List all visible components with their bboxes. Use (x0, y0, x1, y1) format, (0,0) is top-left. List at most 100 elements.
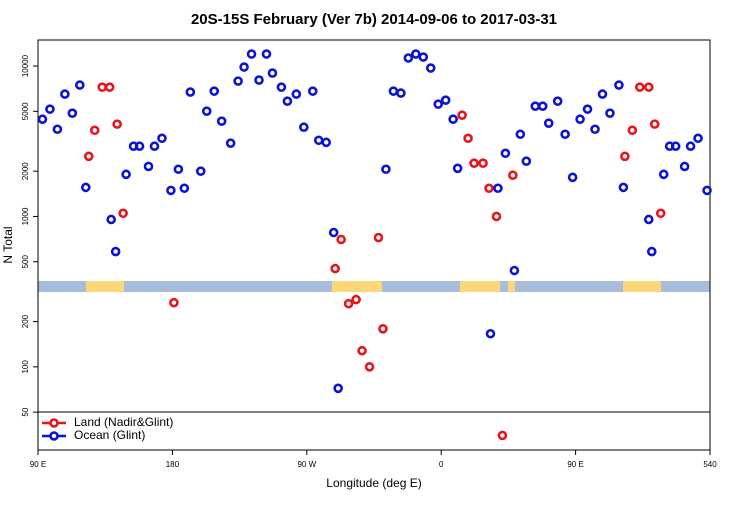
point (614, 80, 624, 90)
point (333, 383, 343, 394)
point (452, 163, 463, 174)
point (509, 265, 520, 276)
point (649, 119, 660, 129)
point (307, 86, 318, 96)
point (457, 110, 467, 121)
point (655, 208, 666, 219)
point (537, 101, 548, 111)
point (440, 95, 451, 105)
point (485, 328, 496, 339)
y-tick-label: 10000 (21, 54, 30, 77)
point (364, 362, 375, 372)
point (463, 133, 473, 144)
point (491, 211, 502, 222)
point (635, 82, 645, 92)
point (679, 161, 690, 172)
point (75, 80, 85, 90)
point (195, 166, 206, 176)
point (134, 141, 145, 152)
land-strip (38, 281, 710, 292)
point (52, 124, 63, 135)
x-tick-label: 180 (166, 460, 180, 469)
point (185, 87, 196, 97)
y-tick-label: 2000 (21, 162, 30, 180)
point (67, 108, 78, 118)
y-tick-label: 50 (21, 407, 30, 416)
point (157, 133, 167, 144)
point (484, 183, 494, 194)
point (45, 104, 55, 114)
point (658, 169, 669, 180)
point (80, 182, 91, 193)
y-tick-label: 200 (21, 314, 30, 328)
point (254, 75, 264, 85)
x-tick-label: 0 (439, 460, 444, 469)
point (575, 114, 585, 125)
x-tick-label: 90 E (567, 460, 583, 469)
point (497, 430, 508, 441)
point (357, 345, 367, 356)
point (261, 49, 272, 59)
point (106, 214, 116, 225)
land-patch (460, 281, 500, 292)
point (582, 104, 593, 114)
point (403, 53, 414, 63)
point (173, 164, 184, 175)
point (89, 125, 100, 136)
y-tick-label: 1000 (21, 207, 30, 225)
plot-frame (37, 39, 711, 451)
point (552, 96, 563, 106)
point (104, 82, 115, 92)
point (515, 129, 526, 140)
point (166, 185, 176, 196)
legend-label: Ocean (Glint) (74, 428, 145, 442)
chart-title: 20S-15S February (Ver 7b) 2014-09-06 to … (191, 11, 557, 28)
point (143, 161, 154, 172)
point (605, 108, 615, 118)
y-tick-label: 100 (21, 360, 30, 374)
legend-label: Land (Nadir&Glint) (74, 415, 173, 429)
point (330, 263, 340, 274)
point (83, 151, 94, 162)
land-patch (623, 281, 661, 292)
point (685, 141, 696, 152)
point (267, 68, 278, 78)
point (693, 133, 703, 144)
point (500, 148, 511, 159)
point (328, 227, 339, 238)
point (478, 158, 488, 168)
point (543, 118, 554, 128)
point (121, 169, 131, 180)
point (291, 89, 302, 99)
point (567, 172, 578, 183)
point (521, 156, 532, 166)
point (209, 86, 220, 96)
point (343, 298, 354, 309)
point (618, 182, 629, 193)
point (396, 88, 406, 98)
point (179, 183, 190, 194)
point (670, 141, 681, 152)
point (381, 164, 391, 175)
point (321, 137, 332, 148)
point (276, 82, 287, 92)
point (201, 106, 212, 116)
point (646, 246, 657, 257)
point (336, 234, 346, 245)
y-axis-label: N Total (1, 226, 15, 263)
y-tick-label: 5000 (21, 102, 30, 120)
point (433, 99, 444, 109)
legend-marker (49, 431, 59, 441)
point (378, 324, 388, 334)
x-tick-label: 90 E (30, 460, 46, 469)
point (560, 129, 570, 140)
point (169, 297, 179, 308)
point (702, 185, 712, 196)
point (425, 63, 436, 73)
y-tick-label: 500 (21, 255, 30, 269)
point (233, 76, 243, 86)
point (60, 89, 70, 99)
point (216, 116, 227, 126)
